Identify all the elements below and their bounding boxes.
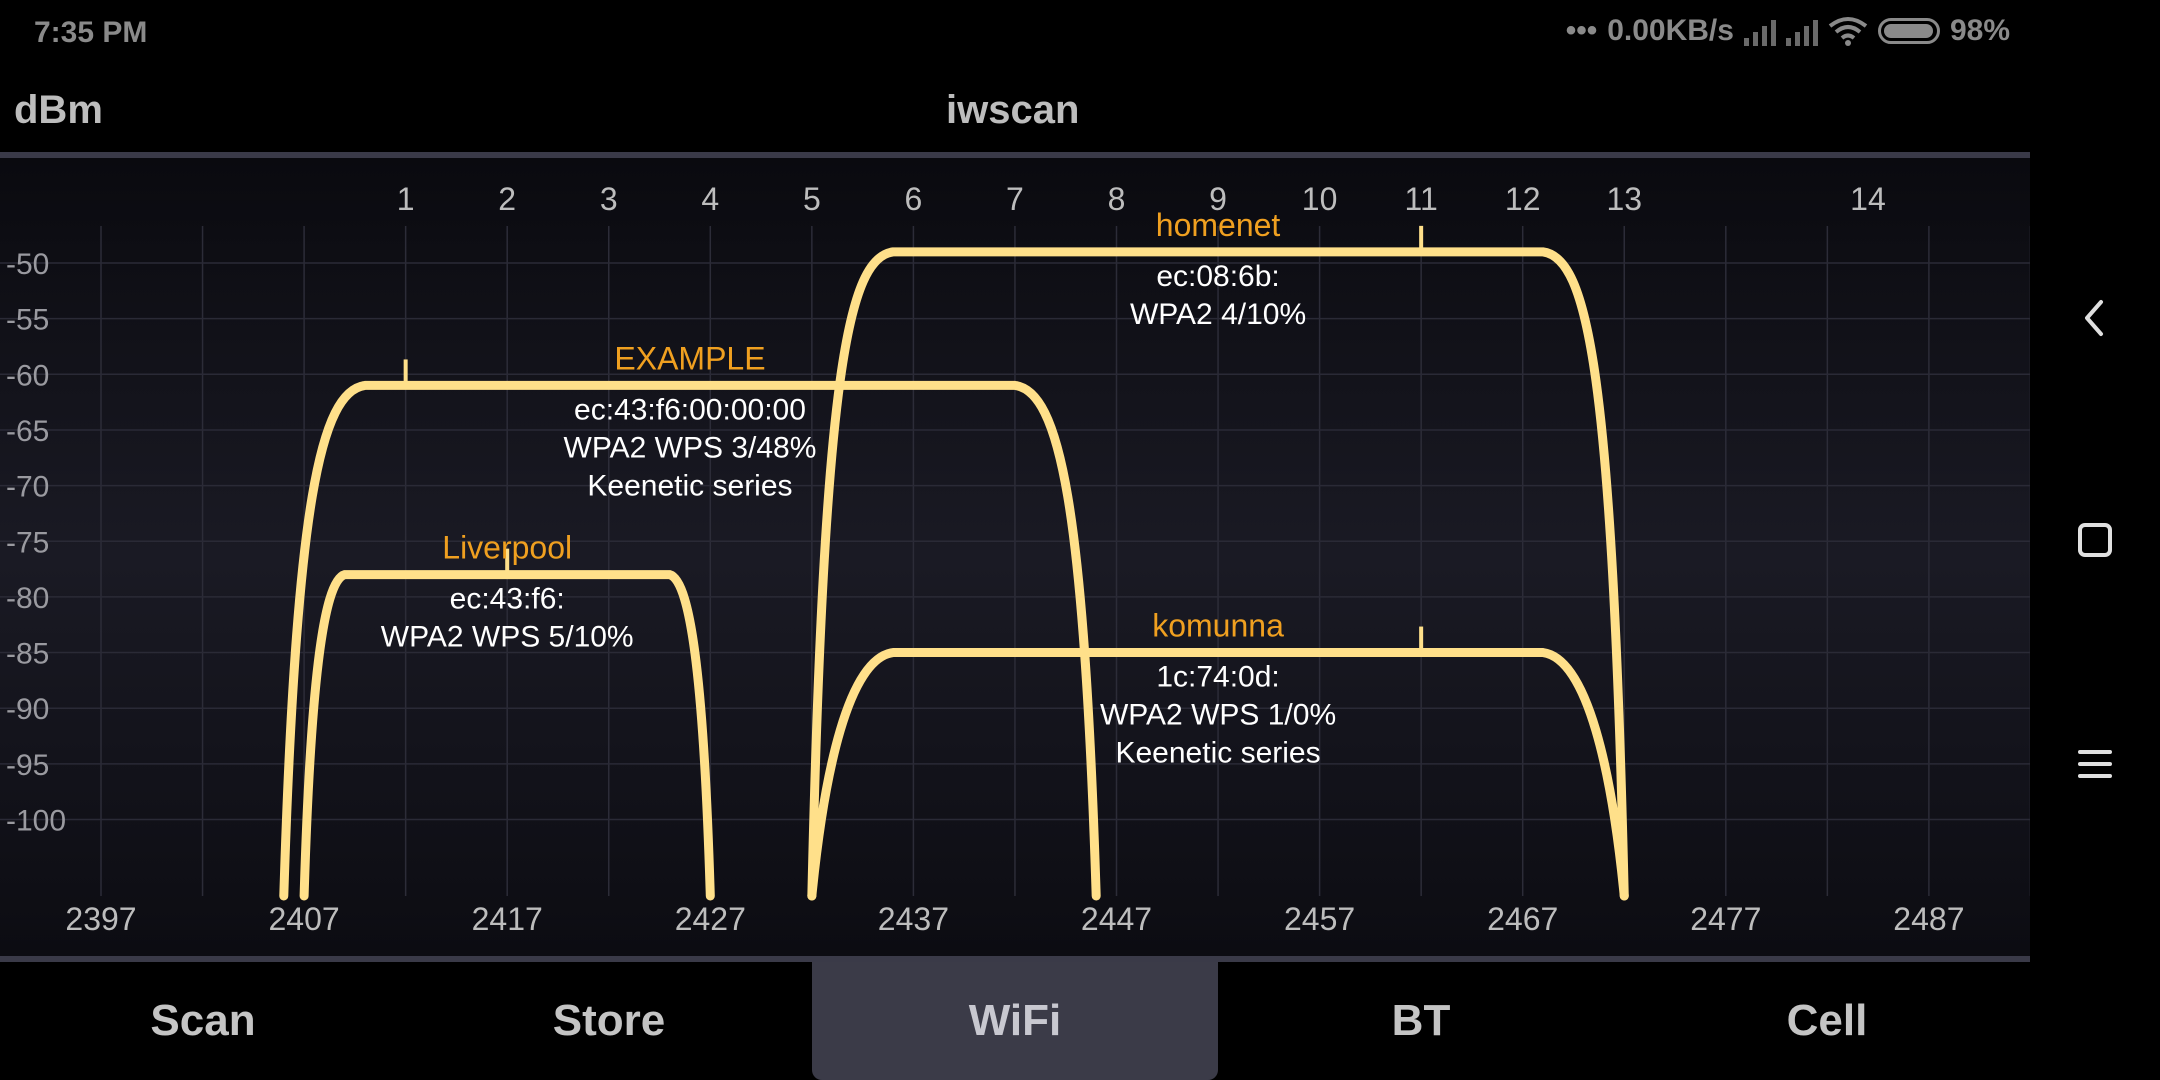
freq-tick-label: 2427 xyxy=(675,901,746,937)
network-vendor: Keenetic series xyxy=(587,469,792,502)
tab-label: Scan xyxy=(150,996,256,1045)
tab-label: Cell xyxy=(1786,996,1868,1045)
signal-curve-komunna xyxy=(807,648,1629,901)
freq-tick-label: 2417 xyxy=(472,901,543,937)
net-speed: 0.00KB/s xyxy=(1607,14,1734,47)
network-ssid: Liverpool xyxy=(442,530,572,566)
channel-tick-label: 7 xyxy=(1006,181,1024,217)
signal-curve-example xyxy=(279,380,1101,901)
wifi-icon xyxy=(1828,17,1868,46)
battery-percent: 98% xyxy=(1949,14,2010,47)
network-bssid: ec:43:f6: xyxy=(450,583,565,616)
system-nav-bar xyxy=(2030,0,2160,1080)
tab-label: WiFi xyxy=(968,996,1062,1045)
y-tick-label: -70 xyxy=(6,471,49,504)
back-icon[interactable] xyxy=(2065,288,2125,348)
network-security: WPA2 WPS 3/48% xyxy=(564,431,817,464)
channel-tick-label: 2 xyxy=(498,181,516,217)
channel-tick-label: 13 xyxy=(1606,181,1642,217)
channel-tick-label: 4 xyxy=(701,181,719,217)
network-security: WPA2 WPS 1/0% xyxy=(1100,699,1336,732)
wifi-channel-chart[interactable]: EXAMPLE ec:43:f6:00:00:00 WPA2 WPS 3/48% Ke… xyxy=(0,158,2032,956)
network-bssid: 1c:74:0d: xyxy=(1156,661,1279,694)
freq-tick-label: 2467 xyxy=(1487,901,1558,937)
network-ssid: EXAMPLE xyxy=(614,340,765,376)
signal-curve-homenet xyxy=(807,247,1629,901)
freq-tick-label: 2457 xyxy=(1284,901,1355,937)
y-tick-label: -85 xyxy=(6,638,49,671)
status-time: 7:35 PM xyxy=(34,16,148,49)
header: dBm iwscan xyxy=(0,78,2030,148)
network-bssid: ec:43:f6:00:00:00 xyxy=(574,393,806,426)
channel-tick-label: 8 xyxy=(1108,181,1126,217)
freq-tick-label: 2397 xyxy=(65,901,136,937)
home-icon[interactable] xyxy=(2065,510,2125,570)
channel-tick-label: 9 xyxy=(1209,181,1227,217)
dots-icon: ••• xyxy=(1565,14,1598,47)
divider xyxy=(0,956,2030,962)
network-bssid: ec:08:6b: xyxy=(1156,260,1279,293)
freq-tick-label: 2477 xyxy=(1690,901,1761,937)
y-tick-label: -55 xyxy=(6,304,49,337)
channel-tick-label: 12 xyxy=(1505,181,1541,217)
app-title: iwscan xyxy=(946,88,1080,132)
network-security: WPA2 4/10% xyxy=(1130,298,1306,331)
network-vendor: Keenetic series xyxy=(1115,737,1320,770)
status-bar: 7:35 PM ••• 0.00KB/s 98% xyxy=(0,0,2030,66)
y-tick-label: -75 xyxy=(6,526,49,559)
freq-tick-label: 2447 xyxy=(1081,901,1152,937)
channel-tick-label: 3 xyxy=(600,181,618,217)
freq-tick-label: 2407 xyxy=(269,901,340,937)
y-tick-label: -60 xyxy=(6,359,49,392)
y-tick-label: -90 xyxy=(6,693,49,726)
tab-cell[interactable]: Cell xyxy=(1624,962,2030,1080)
tab-wifi[interactable]: WiFi xyxy=(812,962,1218,1080)
channel-tick-label: 14 xyxy=(1850,181,1886,217)
y-tick-label: -100 xyxy=(6,805,66,838)
menu-icon[interactable] xyxy=(2065,734,2125,794)
unit-label: dBm xyxy=(14,88,103,132)
signal-icon xyxy=(1743,16,1776,46)
freq-tick-label: 2437 xyxy=(878,901,949,937)
signal-icon xyxy=(1785,16,1818,46)
tab-label: Store xyxy=(552,996,666,1045)
y-tick-label: -80 xyxy=(6,582,49,615)
freq-tick-label: 2487 xyxy=(1893,901,1964,937)
channel-tick-label: 6 xyxy=(905,181,923,217)
network-ssid: komunna xyxy=(1152,608,1284,644)
battery-icon xyxy=(1877,18,1940,44)
channel-tick-label: 10 xyxy=(1302,181,1338,217)
chart-svg: EXAMPLE ec:43:f6:00:00:00 WPA2 WPS 3/48% Ke… xyxy=(0,181,2032,937)
y-tick-label: -95 xyxy=(6,749,49,782)
tab-bt[interactable]: BT xyxy=(1218,962,1624,1080)
channel-tick-label: 5 xyxy=(803,181,821,217)
network-security: WPA2 WPS 5/10% xyxy=(381,621,634,654)
tab-bar: Scan Store WiFi BT Cell xyxy=(0,962,2030,1080)
channel-tick-label: 11 xyxy=(1405,181,1438,217)
tab-store[interactable]: Store xyxy=(406,962,812,1080)
tab-label: BT xyxy=(1391,996,1451,1045)
divider xyxy=(0,152,2030,158)
y-tick-label: -65 xyxy=(6,415,49,448)
y-tick-label: -50 xyxy=(6,248,49,281)
network-ssid: homenet xyxy=(1156,207,1281,243)
tab-scan[interactable]: Scan xyxy=(0,962,406,1080)
channel-tick-label: 1 xyxy=(397,181,415,217)
